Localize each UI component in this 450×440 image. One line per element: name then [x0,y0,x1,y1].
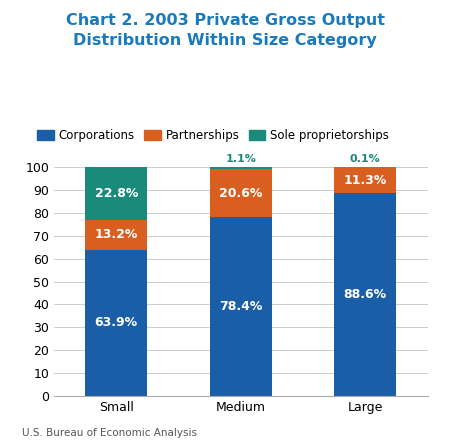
Bar [210,216,272,396]
Text: 0.1%: 0.1% [350,154,381,165]
Bar [85,250,148,396]
Bar [334,168,396,193]
Text: 22.8%: 22.8% [94,187,138,200]
Text: 63.9%: 63.9% [94,316,138,330]
Text: 78.4%: 78.4% [219,300,262,313]
Text: Chart 2. 2003 Private Gross Output
Distribution Within Size Category: Chart 2. 2003 Private Gross Output Distr… [66,13,384,48]
Text: U.S. Bureau of Economic Analysis: U.S. Bureau of Economic Analysis [22,428,198,438]
Text: 11.3%: 11.3% [343,174,387,187]
Text: 88.6%: 88.6% [344,288,387,301]
Bar [210,167,272,169]
Text: 1.1%: 1.1% [225,154,256,164]
Legend: Corporations, Partnerships, Sole proprietorships: Corporations, Partnerships, Sole proprie… [37,129,389,142]
Bar [210,169,272,216]
Bar [85,220,148,250]
Bar [334,193,396,396]
Text: 13.2%: 13.2% [94,228,138,241]
Text: 20.6%: 20.6% [219,187,262,200]
Bar [85,168,148,220]
